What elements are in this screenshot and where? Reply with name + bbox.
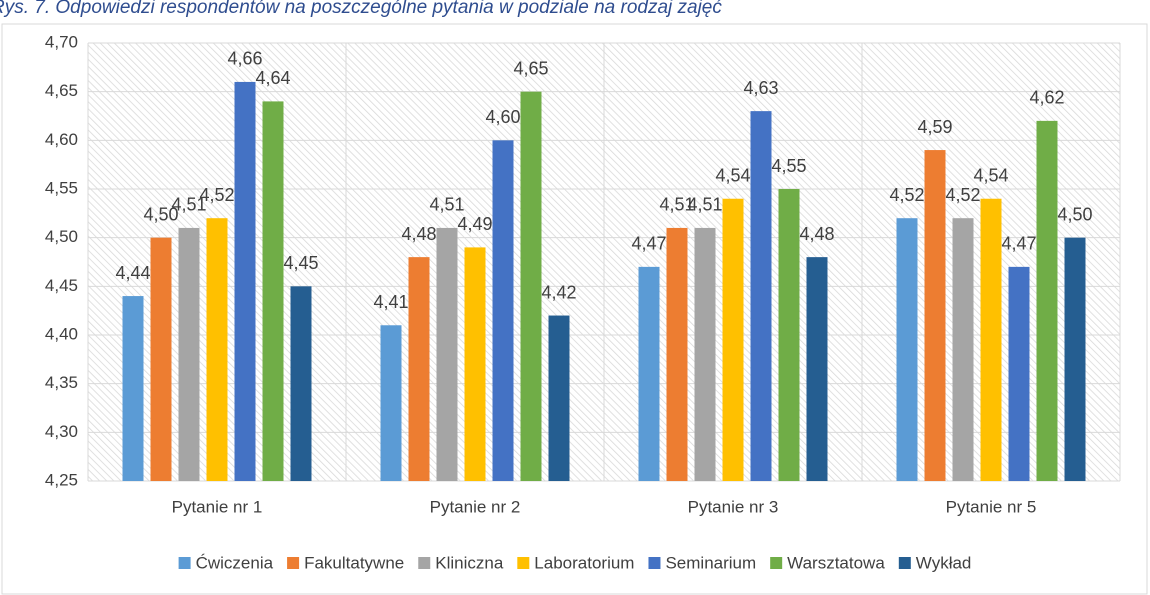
data-label: 4,62	[1029, 88, 1064, 108]
y-tick-label: 4,70	[45, 32, 78, 51]
data-label: 4,51	[429, 195, 464, 215]
bar	[492, 140, 514, 482]
data-label: 4,48	[799, 224, 834, 244]
legend-swatch	[898, 557, 911, 569]
data-label: 4,55	[771, 156, 806, 176]
y-tick-label: 4,35	[45, 373, 78, 392]
data-label: 4,64	[255, 68, 290, 88]
bar	[896, 218, 918, 481]
bar	[206, 218, 228, 481]
data-label: 4,44	[115, 263, 150, 283]
bar	[436, 227, 458, 481]
x-tick-label: Pytanie nr 1	[172, 497, 263, 516]
legend-label: Wykład	[916, 553, 972, 572]
data-label: 4,66	[227, 49, 262, 69]
bar	[290, 286, 312, 481]
y-tick-label: 4,65	[45, 81, 78, 100]
data-label: 4,54	[715, 165, 750, 185]
x-tick-label: Pytanie nr 5	[946, 497, 1037, 516]
bar	[1036, 120, 1058, 481]
bar	[722, 198, 744, 481]
data-label: 4,50	[143, 204, 178, 224]
y-tick-label: 4,55	[45, 178, 78, 197]
chart-title: Rys. 7. Odpowiedzi respondentów na poszc…	[0, 0, 722, 18]
data-label: 4,45	[283, 253, 318, 273]
bar	[408, 257, 430, 481]
legend-swatch	[287, 557, 300, 569]
bar	[778, 189, 800, 481]
legend-swatch	[648, 557, 661, 569]
legend-swatch	[770, 557, 783, 569]
data-label: 4,63	[743, 78, 778, 98]
data-label: 4,51	[659, 195, 694, 215]
bar	[1008, 266, 1030, 481]
data-label: 4,54	[973, 165, 1008, 185]
data-label: 4,51	[171, 195, 206, 215]
bar	[1064, 237, 1086, 481]
bar	[150, 237, 172, 481]
y-tick-label: 4,45	[45, 276, 78, 295]
legend-label: Warsztatowa	[787, 553, 885, 572]
legend-swatch	[178, 557, 191, 569]
bar	[262, 101, 284, 482]
legend-label: Kliniczna	[435, 553, 504, 572]
bar	[952, 218, 974, 481]
bar	[548, 315, 570, 481]
data-label: 4,49	[457, 214, 492, 234]
bar	[750, 111, 772, 481]
y-tick-label: 4,30	[45, 422, 78, 441]
bar	[464, 247, 486, 481]
data-label: 4,65	[513, 58, 548, 78]
data-label: 4,60	[485, 107, 520, 127]
x-tick-label: Pytanie nr 3	[688, 497, 779, 516]
data-label: 4,47	[631, 234, 666, 254]
y-tick-label: 4,40	[45, 324, 78, 343]
bar	[638, 266, 660, 481]
data-label: 4,41	[373, 292, 408, 312]
data-label: 4,47	[1001, 234, 1036, 254]
legend-label: Fakultatywne	[304, 553, 404, 572]
bar	[666, 227, 688, 481]
data-label: 4,52	[945, 185, 980, 205]
bar	[806, 257, 828, 481]
x-tick-label: Pytanie nr 2	[430, 497, 521, 516]
legend-label: Ćwiczenia	[196, 553, 274, 572]
data-label: 4,59	[917, 117, 952, 137]
legend-label: Seminarium	[665, 553, 756, 572]
data-label: 4,50	[1057, 204, 1092, 224]
data-label: 4,52	[889, 185, 924, 205]
legend-swatch	[418, 557, 431, 569]
bar	[178, 227, 200, 481]
y-tick-label: 4,60	[45, 130, 78, 149]
legend-swatch	[517, 557, 530, 569]
data-label: 4,42	[541, 282, 576, 302]
bar	[122, 296, 144, 481]
data-label: 4,51	[687, 195, 722, 215]
y-tick-label: 4,50	[45, 227, 78, 246]
data-label: 4,52	[199, 185, 234, 205]
bar	[980, 198, 1002, 481]
legend-label: Laboratorium	[534, 553, 634, 572]
bar	[520, 91, 542, 482]
bar	[924, 150, 946, 482]
y-tick-label: 4,25	[45, 470, 78, 489]
bar	[694, 227, 716, 481]
bar	[380, 325, 402, 481]
data-label: 4,48	[401, 224, 436, 244]
bar	[234, 81, 256, 481]
